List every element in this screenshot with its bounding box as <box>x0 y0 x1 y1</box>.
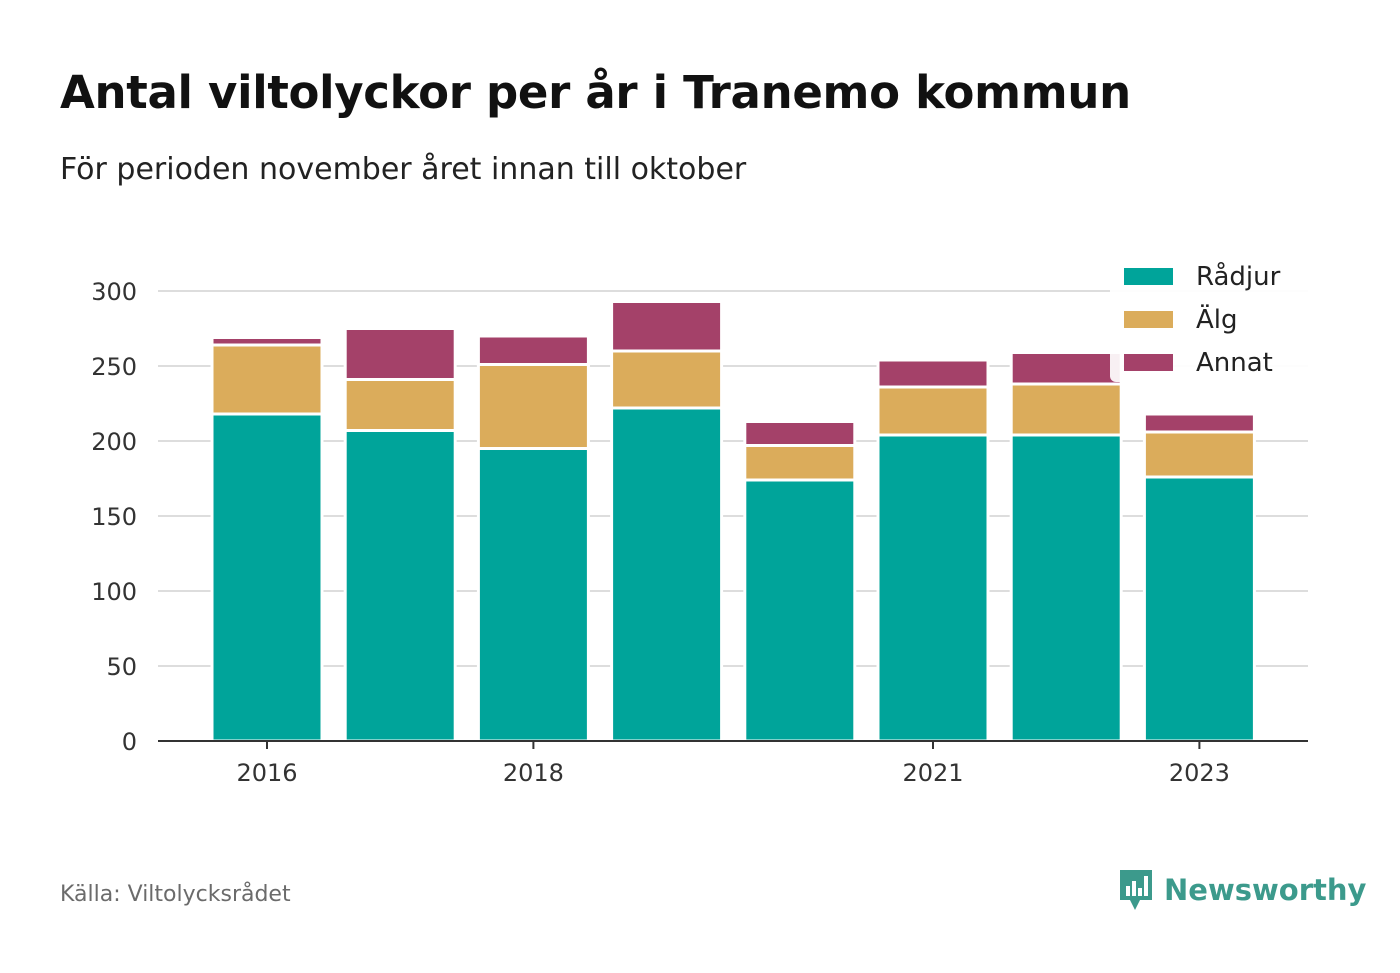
x-tick-label: 2023 <box>1169 759 1230 787</box>
bar-annat-2018 <box>476 334 590 366</box>
source-note: Källa: Viltolycksrådet <box>60 882 291 907</box>
bar-radjur-2019 <box>610 406 724 743</box>
bar-alg-2021 <box>876 385 990 437</box>
legend-swatch <box>1124 354 1173 371</box>
chart-title: Antal viltolyckor per år i Tranemo kommu… <box>60 66 1131 119</box>
newsworthy-logo-icon <box>1120 870 1152 910</box>
x-tick-label: 2018 <box>503 759 564 787</box>
brand-name: Newsworthy <box>1164 873 1367 907</box>
brand-logo: Newsworthy <box>1118 868 1366 912</box>
legend-label: Rådjur <box>1196 261 1281 292</box>
bar-annat-2016 <box>210 336 324 347</box>
y-tick-label: 150 <box>91 503 137 531</box>
chart-subtitle: För perioden november året innan till ok… <box>60 152 747 187</box>
bar-radjur-2016 <box>210 412 324 743</box>
bars <box>210 300 1256 743</box>
bar-annat-2023 <box>1142 412 1256 434</box>
y-tick-label: 250 <box>91 353 137 381</box>
legend-swatch <box>1124 268 1173 285</box>
bar-radjur-2020 <box>743 478 857 743</box>
y-tick-label: 0 <box>122 728 137 756</box>
bar-radjur-2023 <box>1142 475 1256 743</box>
legend-label: Älg <box>1196 303 1238 335</box>
bar-annat-2017 <box>343 327 457 381</box>
legend-label: Annat <box>1196 348 1273 378</box>
bar-radjur-2021 <box>876 433 990 743</box>
bar-annat-2022 <box>1009 351 1123 386</box>
bar-alg-2023 <box>1142 430 1256 479</box>
bar-annat-2021 <box>876 358 990 389</box>
x-tick-label: 2021 <box>902 759 963 787</box>
x-tick-label: 2016 <box>236 759 297 787</box>
bar-alg-2016 <box>210 343 324 416</box>
bar-alg-2018 <box>476 363 590 450</box>
y-tick-label: 300 <box>91 278 137 306</box>
bar-radjur-2022 <box>1009 433 1123 743</box>
y-tick-label: 200 <box>91 428 137 456</box>
bar-annat-2019 <box>610 300 724 353</box>
axes: 0 50 100 150 200 250 300 2016 2018 2021 2023 <box>91 278 1308 787</box>
bar-alg-2020 <box>743 444 857 482</box>
legend: Rådjur Älg Annat <box>1110 250 1308 382</box>
bar-alg-2019 <box>610 349 724 410</box>
legend-swatch <box>1124 311 1173 328</box>
bar-radjur-2018 <box>476 447 590 743</box>
bar-radjur-2017 <box>343 429 457 743</box>
y-tick-label: 100 <box>91 578 137 606</box>
bar-annat-2020 <box>743 420 857 447</box>
bar-alg-2022 <box>1009 382 1123 437</box>
y-tick-label: 50 <box>106 653 137 681</box>
bar-alg-2017 <box>343 378 457 432</box>
